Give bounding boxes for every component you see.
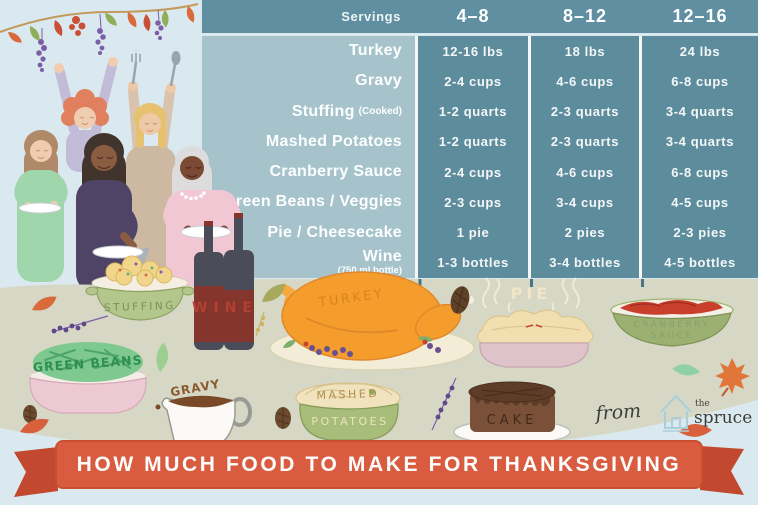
row-value: 1-2 quarts	[418, 126, 528, 157]
row-label-gravy: Gravy	[202, 66, 415, 97]
row-value: 2-3 pies	[642, 217, 758, 248]
row-value: 1-3 bottles	[418, 247, 528, 278]
pie-illustration: PIE	[476, 277, 594, 368]
row-value: 4-5 bottles	[642, 247, 758, 278]
people-illustration	[14, 51, 241, 300]
green-leaf	[156, 342, 169, 372]
row-value: 1 pie	[418, 217, 528, 248]
row-value: 2-4 cups	[418, 157, 528, 188]
sauce-label: SAUCE	[650, 331, 693, 341]
row-value: 12-16 lbs	[418, 36, 528, 67]
column-header-4-8: 4–8	[456, 6, 490, 26]
wine-bottles-illustration: WINE	[192, 213, 258, 350]
lavender-sprig	[431, 377, 457, 431]
wisteria-cluster	[36, 9, 164, 72]
dinner-plate	[18, 202, 62, 214]
row-label-cranberry-sauce: Cranberry Sauce	[202, 157, 415, 188]
servings-header-label: Servings	[341, 9, 401, 24]
row-value: 1-2 quarts	[418, 96, 528, 127]
pinecone	[275, 407, 291, 429]
maple-leaf	[715, 358, 750, 397]
infographic-title: HOW MUCH FOOD TO MAKE FOR THANKSGIVING	[76, 452, 682, 476]
dinner-plate	[92, 245, 144, 259]
wheat-sprig	[255, 311, 266, 337]
mint-leaf	[672, 364, 700, 376]
row-value: 4-5 cups	[642, 187, 758, 218]
pinecone	[23, 405, 37, 423]
cranberry-label: CRANBERRY	[634, 320, 711, 330]
title-banner-ribbon	[14, 440, 744, 497]
row-value: 4-6 cups	[531, 157, 639, 188]
lavender-sprig	[51, 315, 109, 334]
pie-label: PIE	[511, 284, 552, 303]
gravy-boat-illustration: GRAVY	[155, 377, 252, 450]
row-value: 4-6 cups	[531, 66, 639, 97]
row-label-mashed-potatoes: Mashed Potatoes	[202, 126, 415, 157]
olive-leaf	[262, 283, 286, 302]
stuffing-bowl-illustration: STUFFING	[85, 255, 195, 321]
table-edge-ticks	[418, 279, 644, 287]
mashed-potatoes-illustration: MASHED POTATOES	[295, 382, 401, 441]
stuffing-note: (Cooked)	[358, 106, 402, 118]
row-label-turkey: Turkey	[202, 36, 415, 67]
column-header-8-12: 8–12	[562, 6, 608, 26]
row-value: 3-4 quarts	[642, 96, 758, 127]
steam-lines	[482, 277, 580, 313]
row-value: 2-3 quarts	[531, 126, 639, 157]
cake-illustration: CAKE	[453, 381, 571, 445]
row-value: 6-8 cups	[642, 157, 758, 188]
house-icon	[660, 394, 692, 432]
cranberry-sauce-illustration: CRANBERRY SAUCE	[610, 298, 734, 347]
spoon-icon	[169, 51, 181, 87]
orange-leaf	[32, 296, 57, 311]
table-decorations	[20, 283, 750, 437]
turkey-illustration: TURKEY	[269, 271, 475, 371]
row-value: 3-4 quarts	[642, 126, 758, 157]
grape-garnish	[309, 343, 441, 357]
servings-table: Servings 4–8 8–12 12–16 Turkey 12-16 lbs…	[202, 0, 758, 278]
potatoes-label: POTATOES	[311, 415, 388, 428]
logo-spruce-text: spruce	[694, 408, 752, 428]
row-value: 2-4 cups	[418, 66, 528, 97]
wine-note: (750 ml bottle)	[337, 265, 402, 277]
cake-label: CAKE	[487, 413, 538, 428]
row-value: 3-4 cups	[531, 187, 639, 218]
column-header-12-16: 12–16	[672, 6, 728, 26]
row-value: 2 pies	[531, 217, 639, 248]
pinecone	[450, 286, 470, 314]
row-value: 18 lbs	[531, 36, 639, 67]
pearl-necklace	[180, 191, 206, 201]
orange-leaf	[20, 418, 49, 434]
wine-label: WINE	[192, 300, 258, 316]
row-label-stuffing: Stuffing (Cooked)	[202, 96, 415, 127]
spruce-logo: from the spruce	[593, 394, 752, 432]
row-value: 2-3 quarts	[531, 96, 639, 127]
table-body: Turkey 12-16 lbs 18 lbs 24 lbs Gravy 2-4…	[202, 36, 758, 278]
logo-the-text: the	[695, 399, 710, 409]
row-value: 3-4 bottles	[531, 247, 639, 278]
row-value: 2-3 cups	[418, 187, 528, 218]
fork-icon	[131, 53, 141, 85]
table-header: Servings 4–8 8–12 12–16	[202, 0, 758, 33]
logo-from-text: from	[593, 400, 642, 425]
garland-illustration	[0, 3, 199, 72]
row-value: 6-8 cups	[642, 66, 758, 97]
person-green-sweater	[14, 130, 68, 282]
stuffing-label: STUFFING	[104, 300, 176, 315]
row-value: 24 lbs	[642, 36, 758, 67]
row-label-green-beans: Green Beans / Veggies	[202, 187, 415, 218]
mashed-label: MASHED	[316, 387, 379, 402]
green-beans-illustration: GREEN BEANS	[29, 342, 147, 414]
